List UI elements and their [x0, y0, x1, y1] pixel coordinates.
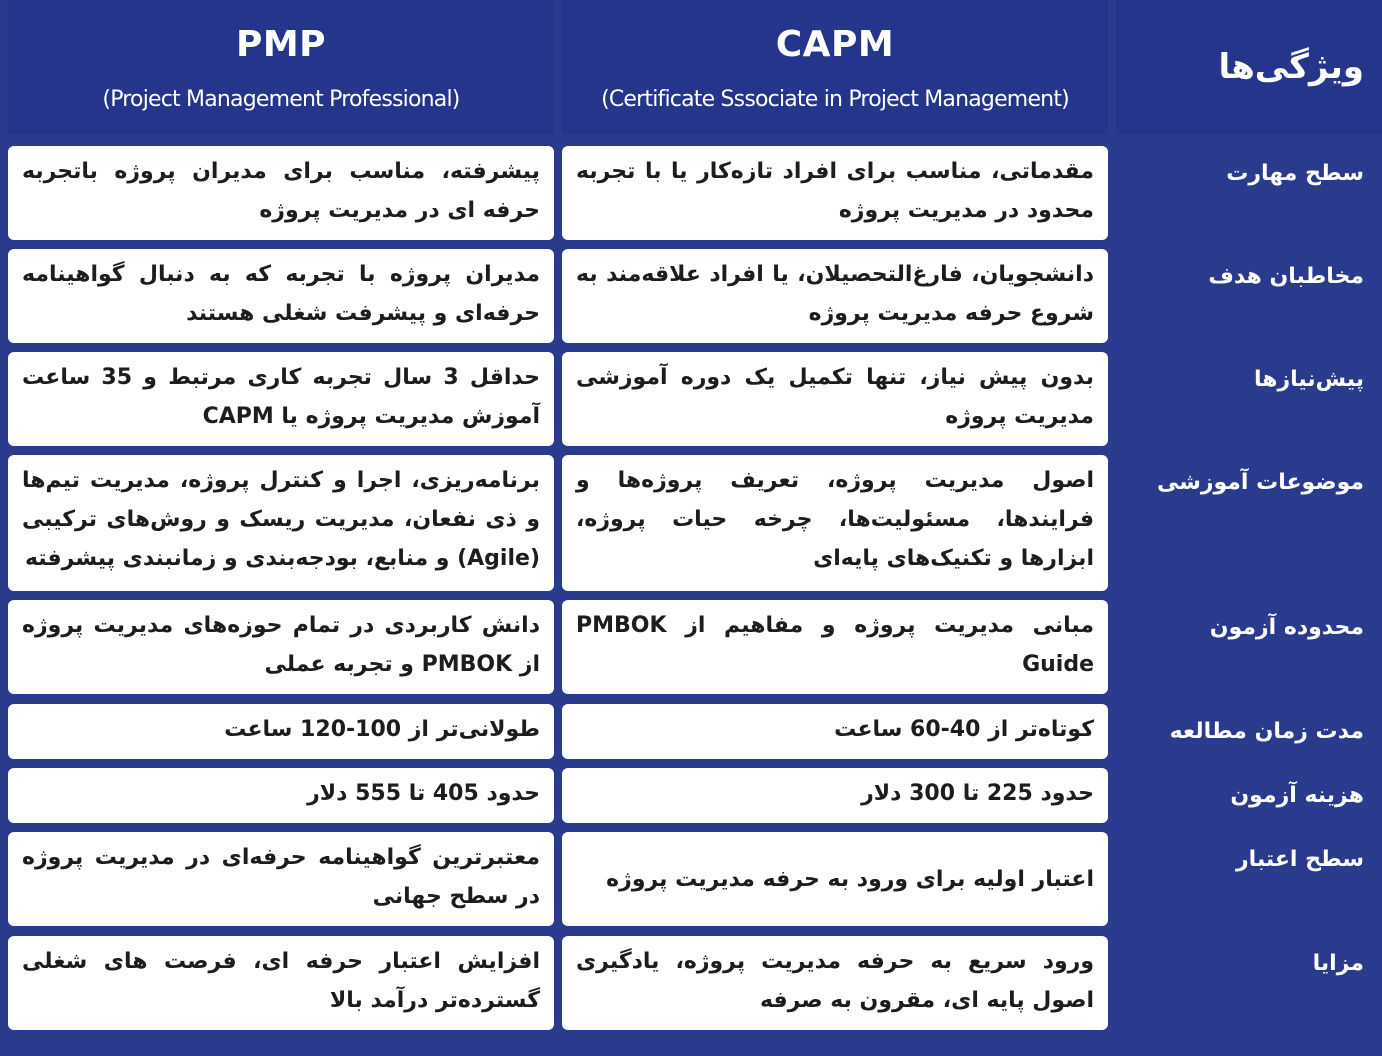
capm-cell-skill-level: مقدماتی، مناسب برای افراد تازه‌کار یا با… [562, 146, 1108, 240]
pmp-cell-exam-cost: حدود 405 تا 555 دلار [8, 768, 554, 823]
capm-title: CAPM [775, 24, 895, 65]
capm-cell-exam-scope: مبانی مدیریت پروژه و مفاهیم از PMBOK Gui… [562, 600, 1108, 694]
capm-cell-study-time: کوتاه‌تر از 40-60 ساعت [562, 704, 1108, 759]
capm-cell-topics: اصول مدیریت پروژه، تعریف پروژه‌ها و فرای… [562, 455, 1108, 591]
pmp-title: PMP [235, 24, 327, 65]
pmp-cell-credibility: معتبرترین گواهینامه حرفه‌ای در مدیریت پر… [8, 832, 554, 926]
pmp-cell-advantages: افزایش اعتبار حرفه ای، فرصت های شغلی گست… [8, 936, 554, 1030]
pmp-cell-topics: برنامه‌ریزی، اجرا و کنترل پروژه، مدیریت … [8, 455, 554, 591]
pmp-cell-exam-scope: دانش کاربردی در تمام حوزه‌های مدیریت پرو… [8, 600, 554, 694]
row-label-topics: موضوعات آموزشی [1156, 470, 1364, 495]
capm-cell-target-audience: دانشجویان، فارغ‌التحصیلان، یا افراد علاق… [562, 249, 1108, 343]
pmp-cell-study-time: طولانی‌تر از 100-120 ساعت [8, 704, 554, 759]
capm-cell-prerequisites: بدون پیش نیاز، تنها تکمیل یک دوره آموزشی… [562, 352, 1108, 446]
row-label-skill-level: سطح مهارت [1226, 161, 1364, 186]
capm-subtitle: (Certificate Sssociate in Project Manage… [601, 87, 1070, 112]
row-label-exam-scope: محدوده آزمون [1209, 615, 1364, 640]
features-title: ویژگی‌ها [1218, 47, 1364, 87]
row-label-target-audience: مخاطبان هدف [1208, 264, 1364, 289]
row-label-exam-cost: هزینه آزمون [1230, 783, 1364, 808]
features-header: ویژگی‌ها [1116, 0, 1382, 134]
pmp-cell-skill-level: پیشرفته، مناسب برای مدیران پروژه باتجربه… [8, 146, 554, 240]
capm-cell-advantages: ورود سریع به حرفه مدیریت پروژه، یادگیری … [562, 936, 1108, 1030]
capm-cell-credibility: اعتبار اولیه برای ورود به حرفه مدیریت پر… [562, 832, 1108, 926]
capm-cell-exam-cost: حدود 225 تا 300 دلار [562, 768, 1108, 823]
capm-header: CAPM (Certificate Sssociate in Project M… [562, 0, 1108, 134]
pmp-subtitle: (Project Management Professional) [102, 87, 460, 112]
row-label-study-time: مدت زمان مطالعه [1169, 719, 1364, 744]
row-label-advantages: مزایا [1312, 951, 1364, 976]
row-label-prerequisites: پیش‌نیازها [1253, 367, 1364, 392]
row-label-credibility: سطح اعتبار [1235, 847, 1364, 872]
pmp-cell-prerequisites: حداقل 3 سال تجربه کاری مرتبط و 35 ساعت آ… [8, 352, 554, 446]
pmp-header: PMP (Project Management Professional) [8, 0, 554, 134]
pmp-cell-target-audience: مدیران پروژه با تجربه که به دنبال گواهین… [8, 249, 554, 343]
